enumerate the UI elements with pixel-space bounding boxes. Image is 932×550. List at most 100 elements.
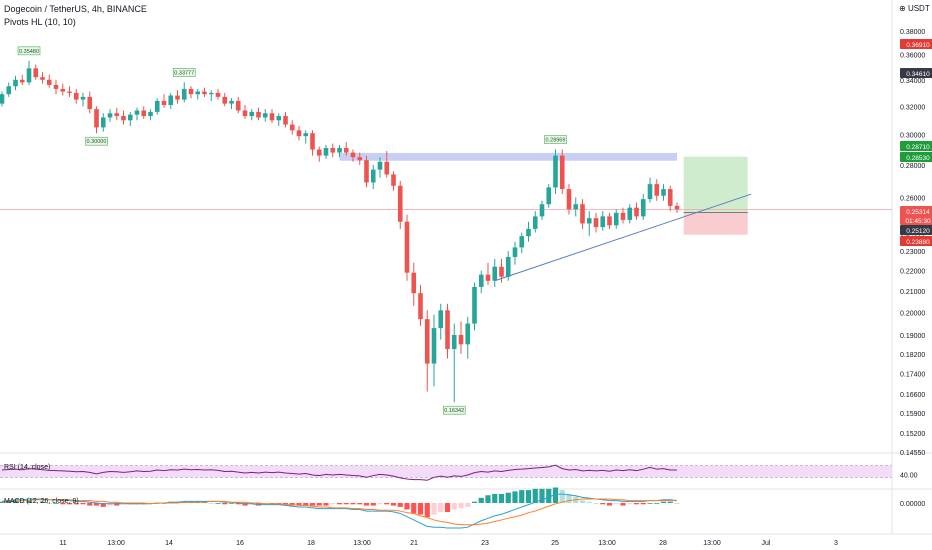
macd-histogram-bar <box>640 503 646 505</box>
pivot-label: 0.35480 <box>19 49 39 55</box>
candle-body <box>296 130 302 137</box>
candle-body <box>634 207 639 217</box>
candle-body <box>580 204 585 224</box>
pivot-label: 0.30000 <box>87 139 107 145</box>
macd-histogram-bar <box>343 503 349 505</box>
candle-body <box>229 100 234 104</box>
macd-histogram-bar <box>411 503 417 514</box>
macd-histogram-bar <box>404 503 410 510</box>
candle-body <box>310 133 315 150</box>
rsi-band <box>0 465 892 478</box>
candle-body <box>181 88 187 100</box>
candle-body <box>19 79 25 83</box>
candle-body <box>215 92 221 97</box>
price-tag <box>900 68 932 78</box>
macd-histogram-bar <box>633 503 640 505</box>
candle-body <box>472 286 477 324</box>
macd-histogram-bar <box>654 503 660 504</box>
price-tag <box>900 141 932 151</box>
price-tag-label: 0.23880 <box>906 239 930 246</box>
price-tag <box>900 236 932 246</box>
price-tick-label: 0.32000 <box>900 104 925 111</box>
currency-dropdown-icon: ⊕ <box>899 4 908 13</box>
candle-body <box>269 113 275 121</box>
time-tick-label: 11 <box>59 540 66 547</box>
macd-histogram-bar <box>53 503 59 504</box>
indicator-title[interactable]: Pivots HL (10, 10) <box>4 17 76 27</box>
candle-body <box>620 212 626 220</box>
price-tag-label: 0.28530 <box>906 155 930 162</box>
pivot-label-box <box>544 135 567 144</box>
macd-histogram-bar <box>417 503 424 515</box>
candle-body <box>222 96 228 104</box>
macd-histogram-bar <box>478 497 484 503</box>
symbol-title[interactable]: Dogecoin / TetherUS, 4h, BINANCE <box>4 4 147 14</box>
candle-body <box>647 184 653 200</box>
candle-body <box>438 310 444 329</box>
candle-body <box>100 117 106 128</box>
macd-histogram-bar <box>357 503 363 505</box>
macd-histogram-bar <box>384 503 390 505</box>
macd-histogram-bar <box>674 503 680 504</box>
candle-body <box>586 218 592 224</box>
macd-histogram-bar <box>336 503 343 505</box>
macd-title: MACD (12, 26, close, 9) <box>4 498 79 505</box>
price-tag <box>900 206 932 216</box>
candle-body <box>364 160 369 183</box>
candle-body <box>566 189 572 210</box>
price-tick-label: 0.22000 <box>900 269 925 276</box>
time-tick-label: 13:00 <box>107 540 125 547</box>
macd-histogram-bar <box>235 503 241 505</box>
candle-body <box>134 110 140 115</box>
candle-body <box>404 221 410 273</box>
candle-body <box>249 111 255 117</box>
macd-histogram-bar <box>296 503 302 506</box>
candle-body <box>600 216 606 228</box>
price-tick-label: 0.15900 <box>900 411 925 418</box>
price-tag-label: 0.25120 <box>906 228 930 235</box>
time-tick-label: Jul <box>762 540 771 547</box>
macd-histogram-bar <box>397 503 403 507</box>
price-tick-label: 0.17400 <box>900 372 925 379</box>
candle-body <box>532 216 538 229</box>
candle-body <box>451 334 457 350</box>
macd-histogram-bar <box>627 503 633 505</box>
currency-label[interactable]: ⊕ USDT <box>899 4 930 13</box>
macd-histogram-bar <box>552 487 559 503</box>
candle-body <box>573 204 579 210</box>
candle-body <box>424 319 430 364</box>
macd-histogram-bar <box>546 488 552 503</box>
time-tick-label: 13:00 <box>703 540 721 547</box>
macd-histogram-bar <box>485 495 491 503</box>
long-position-target-zone <box>683 156 748 213</box>
candle-body <box>202 91 207 95</box>
candle-body <box>343 148 349 153</box>
candle-body <box>60 88 66 92</box>
time-tick-label: 21 <box>410 540 418 547</box>
macd-histogram-bar <box>323 503 329 506</box>
candle-body <box>26 68 32 83</box>
candle-body <box>505 256 511 277</box>
candle-body <box>607 216 612 226</box>
candle-body <box>667 189 673 206</box>
price-tick-label: 0.14550 <box>900 450 925 457</box>
price-tag <box>900 215 932 225</box>
resistance-zone <box>339 152 677 161</box>
price-tag-label: 0.34610 <box>906 71 930 78</box>
candle-body <box>168 95 174 105</box>
candle-body <box>208 92 214 95</box>
candle-body <box>175 95 180 100</box>
candle-body <box>195 91 201 95</box>
macd-histogram-bar <box>539 488 545 503</box>
price-tag <box>900 152 932 162</box>
macd-histogram-bar <box>363 503 370 506</box>
macd-histogram-bar <box>100 503 106 507</box>
rsi-tick-label: 40.00 <box>900 472 918 479</box>
macd-histogram-bar <box>350 503 356 505</box>
macd-histogram-bar <box>303 503 309 506</box>
candle-body <box>13 79 18 87</box>
macd-histogram-bar <box>309 503 316 506</box>
macd-histogram-bar <box>390 503 397 506</box>
macd-histogram-bar <box>586 501 592 503</box>
